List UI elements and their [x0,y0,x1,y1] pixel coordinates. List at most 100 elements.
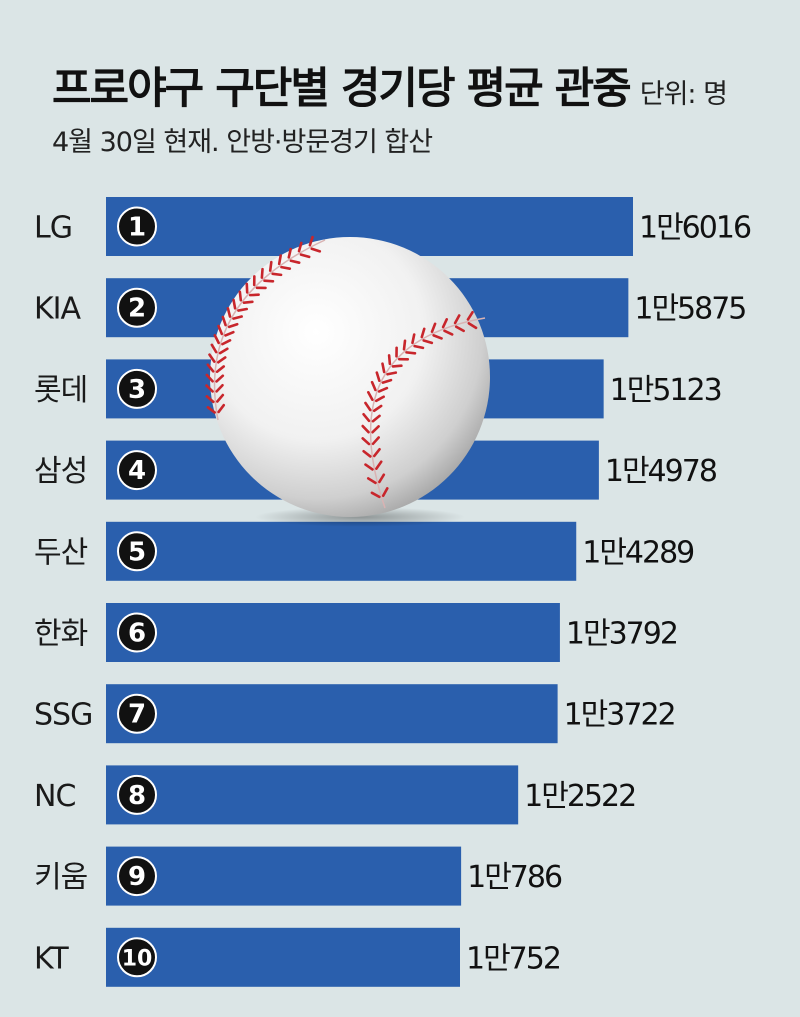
title-row: 프로야구 구단별 경기당 평균 관중 단위: 명 [52,54,728,116]
ball-stitch [443,329,454,336]
ball-stitch [381,378,393,384]
team-label: 두산 [34,535,88,570]
ball-stitch [364,463,374,471]
ball-stitch [216,393,225,403]
team-label: SSG [34,698,92,733]
ball-stitch [215,383,224,393]
ball-stitch [206,363,215,373]
bar [106,603,560,662]
ball-stitch [216,356,227,364]
value-label: 1만3722 [564,698,675,733]
ball-stitch [277,254,282,266]
rank-badge [117,368,157,409]
rank-number: 4 [128,456,146,486]
value-label: 1만5875 [634,292,745,327]
ball-stitch [413,344,425,350]
ball-stitch [218,347,229,355]
value-label: 1만786 [467,860,562,895]
ball-stitch [213,333,220,345]
ball-stitch [375,460,383,470]
team-label: KIA [34,292,82,327]
rank-number: 6 [128,619,146,649]
ball-body [210,237,490,517]
rank-badge [117,612,157,653]
ball-stitch [372,404,383,413]
rank-number: 1 [128,213,146,243]
ball-stitch [361,437,371,446]
ball-stitch [422,339,434,345]
ball-stitch [217,403,226,414]
ball-stitch [208,353,216,363]
ball-seam [369,317,486,509]
ball-stitch [221,339,232,346]
bar-row: 한화 6 1만3792 [34,603,679,662]
ball-stitch [297,241,303,253]
ball-stitch [224,330,235,337]
value-label: 1만2522 [524,779,635,814]
ball-stitch [386,371,398,376]
rank-number: 5 [128,537,146,567]
ball-stitch [405,351,417,355]
ball-stitch [370,380,377,392]
ball-stitch [238,290,243,302]
value-label: 1만4978 [605,454,717,489]
ball-stitch [411,333,416,345]
ball-stitch [387,354,392,366]
ball-stitch [299,253,311,259]
ball-stitch [366,477,377,485]
rank-badge [117,693,157,734]
value-label: 1만3792 [566,617,677,652]
ball-stitch [371,436,380,446]
rank-badge [117,450,157,491]
ball-stitch [381,362,386,374]
unit-label: 단위: 명 [639,79,728,110]
rank-number: 9 [128,862,146,892]
rank-number: 7 [128,700,146,730]
bar [106,846,462,906]
ball-stitch [263,279,275,283]
ball-stitch [215,374,225,383]
value-label: 1만4289 [582,535,693,570]
rank-badge [117,774,157,815]
ball-stitch [232,315,243,320]
team-label: NC [34,779,75,814]
ball-stitch [210,343,218,354]
bar-row: SSG 7 1만3722 [34,684,677,744]
ball-stitch [215,365,226,374]
ball-stitch [453,314,461,325]
ball-stitch [271,272,283,277]
ball-stitch [242,300,254,305]
rank-number: 8 [128,781,146,811]
ball-stitch [372,447,381,458]
ball-stitch [289,259,301,264]
ball-stitch [366,391,374,402]
team-label: 키움 [34,860,87,895]
baseball-icon [205,235,490,527]
ball-stitch [378,473,386,484]
chart-title: 프로야구 구단별 경기당 평균 관중 [52,64,632,114]
ball-stitch [217,324,224,336]
rank-number: 3 [128,375,146,405]
ball-stitch [441,318,449,329]
team-label: 한화 [34,617,88,652]
ball-stitch [280,265,292,270]
ball-stitch [467,322,478,330]
team-label: 롯데 [34,373,87,408]
ball-stitch [362,412,371,423]
ball-stitch [205,384,214,393]
bar [106,521,577,581]
ball-stitch [205,395,215,404]
team-label: LG [34,211,72,246]
ball-stitch [454,325,465,333]
ball-stitch [364,401,372,412]
ball-stitch [402,339,407,351]
ball-stitch [205,373,214,383]
ball-stitch [375,371,381,383]
ball-stitch [466,310,474,321]
ball-stitch [432,334,443,340]
chart-subtitle: 4월 30일 현재. 안방·방문경기 합산 [52,127,433,158]
rank-number: 10 [122,946,153,971]
bar-row: KT 10 1만752 [34,927,562,987]
bar [106,927,460,987]
